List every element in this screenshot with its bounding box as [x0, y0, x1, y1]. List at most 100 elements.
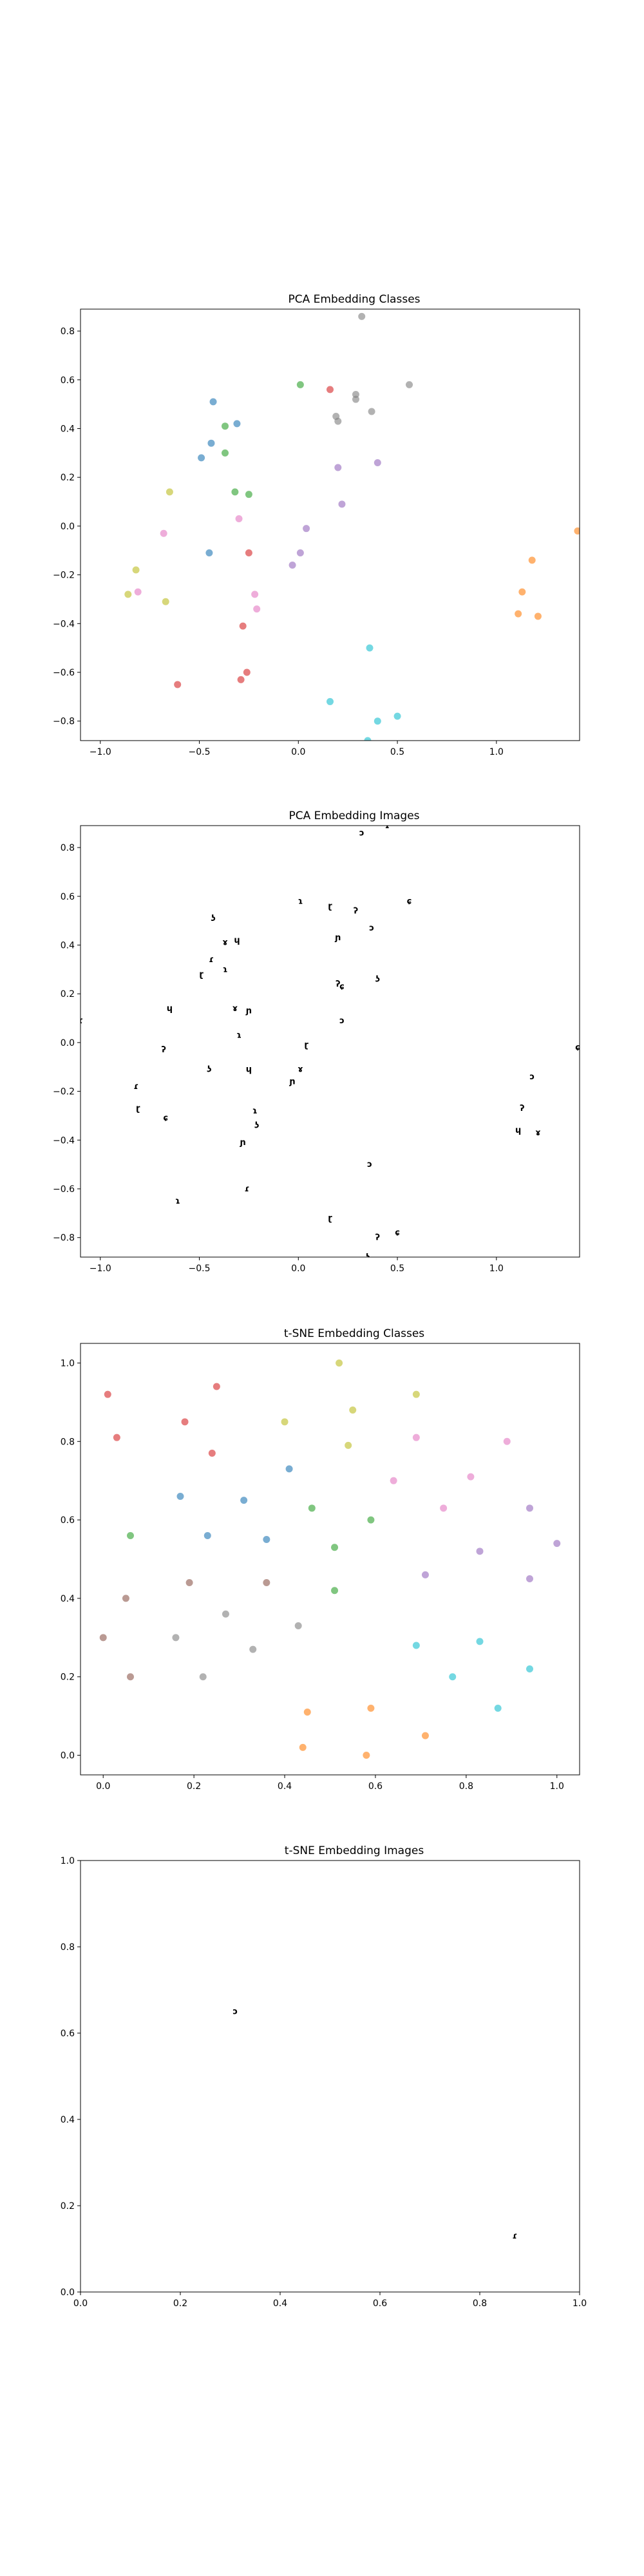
data-point	[253, 605, 261, 613]
chart-title: t-SNE Embedding Images	[285, 1844, 424, 1857]
y-axis-ticks: 0.0 0.2 0.4 0.6 0.8 1.0	[61, 1358, 80, 1761]
data-point	[181, 1418, 189, 1426]
data-point	[528, 556, 536, 564]
data-point	[243, 668, 251, 676]
image-glyph-mark: ɲ	[245, 1007, 252, 1016]
axes-frame	[80, 1860, 580, 2293]
image-glyph-mark: ɔ	[367, 1160, 372, 1170]
data-point	[440, 1504, 448, 1512]
image-glyph-mark: ɽ	[304, 1041, 308, 1050]
data-point	[239, 622, 247, 630]
data-point	[208, 1450, 216, 1457]
data-point	[553, 1540, 561, 1548]
x-axis-ticks: 0.0 0.2 0.4 0.6 0.8 1.0	[96, 1775, 564, 1792]
image-glyph-mark: ɕ	[395, 1228, 400, 1238]
y-axis-ticks: 0.0 0.2 0.4 0.6 0.8 1.0	[61, 1856, 80, 2298]
data-point	[209, 398, 217, 406]
image-glyph-mark: ɿ	[298, 896, 303, 906]
image-glyph-mark: ɿ	[223, 965, 228, 974]
data-point	[231, 488, 239, 496]
image-glyph-mark: ɽ	[328, 902, 332, 911]
data-point	[222, 422, 229, 430]
image-glyph-mark: ɥ	[234, 936, 240, 945]
data-point	[199, 1673, 207, 1681]
image-glyph-mark: ɔ	[232, 2007, 238, 2017]
x-tick-label: 0.5	[390, 747, 404, 757]
x-tick-label: −1.0	[90, 747, 111, 757]
data-point	[127, 1673, 134, 1681]
data-point	[494, 1704, 502, 1712]
data-point	[412, 1390, 420, 1398]
y-tick-label: 0.6	[61, 375, 75, 386]
data-point	[172, 1634, 180, 1642]
y-tick-label: −0.8	[53, 1233, 75, 1244]
y-tick-label: −0.6	[53, 1184, 75, 1195]
x-axis-ticks: 0.0 0.2 0.4 0.6 0.8 1.0	[73, 2292, 587, 2309]
data-point	[374, 459, 381, 466]
x-tick-label: 1.0	[550, 1781, 564, 1792]
tsne-images-panel: t-SNE Embedding Images ɔɾ 0.0 0.2 0.4 0.6 0.…	[61, 1844, 587, 2309]
image-glyph-mark: ɕ	[339, 982, 345, 992]
image-glyph-mark: ɥ	[246, 1065, 252, 1075]
data-point	[166, 488, 173, 496]
data-point	[421, 1571, 429, 1578]
image-glyph-mark: ɾ	[385, 821, 390, 831]
data-point	[449, 1673, 457, 1681]
chart-title: PCA Embedding Images	[289, 810, 419, 822]
image-glyph-mark: ɕ	[575, 1043, 580, 1052]
y-tick-label: −0.8	[53, 717, 75, 727]
data-point	[476, 1548, 484, 1555]
image-glyph-mark: ʖ	[207, 1065, 211, 1075]
plot-marks	[99, 1359, 561, 1759]
y-tick-label: 0.6	[61, 892, 75, 902]
data-point	[349, 1406, 357, 1414]
data-point	[526, 1575, 533, 1582]
data-point	[263, 1536, 270, 1544]
data-point	[334, 464, 342, 471]
axes-frame	[80, 825, 580, 1258]
image-glyph-mark: ɾ	[133, 1082, 138, 1092]
y-tick-label: −0.4	[53, 619, 75, 629]
y-tick-label: 0.4	[61, 940, 75, 951]
data-point	[412, 1434, 420, 1441]
data-point	[308, 1504, 316, 1512]
data-point	[113, 1434, 120, 1441]
data-point	[367, 1516, 375, 1524]
data-point	[364, 737, 372, 741]
image-glyph-mark: ʔ	[161, 1045, 166, 1055]
image-glyph-mark: ɥ	[515, 1126, 521, 1135]
data-point	[174, 681, 182, 688]
data-point	[289, 561, 296, 569]
x-tick-label: 1.0	[489, 1264, 504, 1274]
data-point	[467, 1473, 475, 1481]
x-axis-ticks: −1.0 −0.5 0.0 0.5 1.0	[90, 1257, 504, 1274]
x-axis-ticks: −1.0 −0.5 0.0 0.5 1.0	[90, 741, 504, 757]
y-tick-label: 0.8	[61, 327, 75, 337]
data-point	[303, 525, 310, 533]
data-point	[366, 644, 374, 652]
data-point	[368, 408, 375, 415]
data-point	[204, 1531, 211, 1539]
x-tick-label: 0.2	[187, 1781, 201, 1792]
data-point	[334, 417, 342, 425]
chart-title: PCA Embedding Classes	[288, 293, 420, 306]
image-glyph-mark: ɽ	[136, 1104, 140, 1113]
x-tick-label: −0.5	[189, 1264, 211, 1274]
y-tick-label: 0.2	[61, 473, 75, 483]
image-glyph-mark: ɕ	[407, 896, 412, 906]
image-glyph-mark: ɤ	[232, 1004, 238, 1014]
data-point	[176, 1493, 184, 1501]
y-tick-label: 0.2	[61, 1672, 75, 1683]
y-axis-ticks: −0.8 −0.6 −0.4 −0.2 0.0 0.2 0.4 0.6 0.8	[53, 843, 80, 1244]
image-glyph-mark: ɽ	[199, 970, 204, 980]
image-glyph-mark: ɕ	[163, 1113, 168, 1123]
image-glyph-mark: ɿ	[236, 1031, 242, 1041]
data-point	[240, 1497, 248, 1504]
y-tick-label: −0.4	[53, 1135, 75, 1146]
image-glyph-mark: ʖ	[375, 974, 380, 984]
image-glyph-mark: ɾ	[78, 1016, 83, 1026]
data-point	[352, 390, 359, 398]
data-point	[352, 395, 359, 403]
